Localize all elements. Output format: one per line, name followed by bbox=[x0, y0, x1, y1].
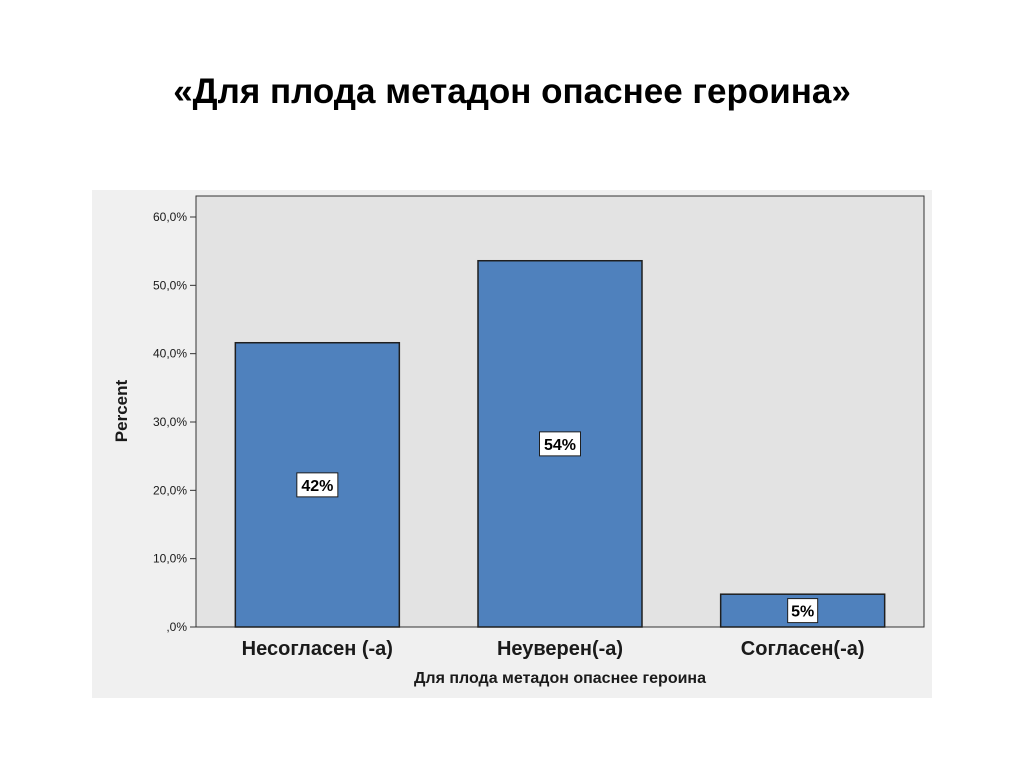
y-tick-label: 60,0% bbox=[153, 210, 187, 224]
y-axis-title: Percent bbox=[112, 379, 131, 442]
slide-title: «Для плода метадон опаснее героина» bbox=[173, 72, 851, 111]
x-axis-title: Для плода метадон опаснее героина bbox=[414, 670, 706, 687]
data-label-box bbox=[296, 472, 339, 498]
y-ticks: ,0% 10,0% 20,0% 30,0% 40,0% 50,0% 60,0% bbox=[153, 210, 196, 634]
y-tick-label: 40,0% bbox=[153, 347, 187, 361]
y-tick-label: ,0% bbox=[166, 620, 187, 634]
data-label-box bbox=[539, 431, 581, 457]
data-label: 54% bbox=[544, 437, 576, 454]
category-label: Неуверен(-а) bbox=[497, 638, 623, 660]
y-tick-label: 50,0% bbox=[153, 278, 187, 292]
data-label: 5% bbox=[791, 604, 814, 621]
category-label: Несогласен (-а) bbox=[242, 638, 393, 660]
category-label: Согласен(-а) bbox=[741, 638, 865, 660]
data-label-box bbox=[787, 598, 819, 624]
data-label: 42% bbox=[301, 478, 333, 495]
y-tick-label: 10,0% bbox=[153, 552, 187, 566]
y-tick-label: 30,0% bbox=[153, 415, 187, 429]
category-labels: Несогласен (-а) Неуверен(-а) Согласен(-а) bbox=[242, 638, 865, 660]
y-tick-label: 20,0% bbox=[153, 483, 187, 497]
bars: 42% 54% 5% bbox=[234, 259, 886, 628]
